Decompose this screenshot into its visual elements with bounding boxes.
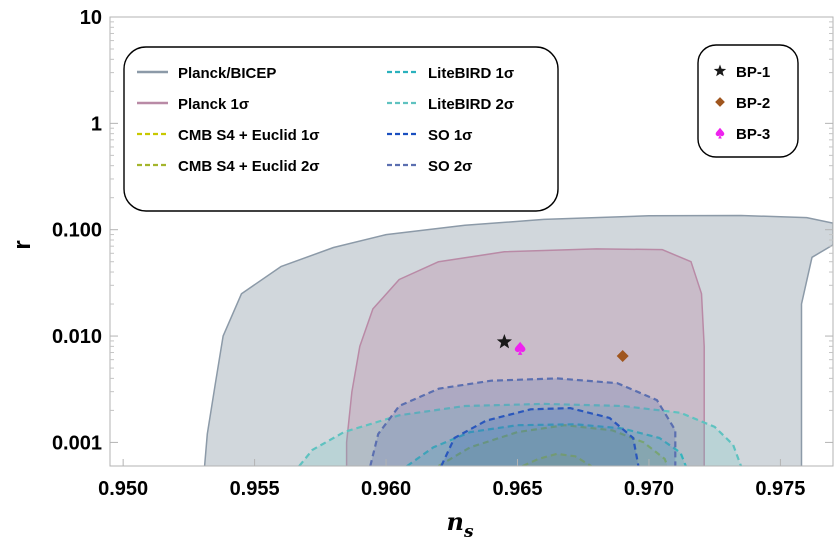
legend-label-litebird-1sigma: LiteBIRD 1σ [428, 65, 514, 82]
x-tick-label: 0.970 [624, 478, 674, 500]
legend-marker-bp-3 [715, 127, 725, 139]
legend-label-bp-2: BP-2 [736, 95, 770, 112]
x-tick-label: 0.960 [361, 478, 411, 500]
y-tick-label: 10 [80, 7, 102, 29]
x-tick-label: 0.955 [230, 478, 280, 500]
region-legend: Planck/BICEP Planck 1σ CMB S4 + Euclid 1σ C… [123, 46, 559, 212]
point-bp-2 [616, 349, 629, 362]
region-planck-1sigma [345, 248, 705, 466]
x-axis-title: ns [446, 507, 473, 540]
y-tick-label: 0.001 [52, 432, 102, 454]
x-tick-label: 0.975 [755, 478, 805, 500]
legend-label-so-1sigma: SO 1σ [428, 127, 472, 144]
legend-label-litebird-2sigma: LiteBIRD 2σ [428, 96, 514, 113]
y-tick-label: 0.100 [52, 220, 102, 242]
legend-marker-bp-1 [713, 64, 727, 77]
x-tick-label: 0.965 [492, 478, 542, 500]
legend-label-planck-bicep: Planck/BICEP [178, 65, 276, 82]
legend-label-planck-1sigma: Planck 1σ [178, 96, 249, 113]
region-planck-bicep [203, 214, 833, 466]
x-axis-title-main: n [446, 507, 463, 536]
x-axis: 0.950 0.955 0.960 0.965 0.970 0.975 [98, 459, 805, 500]
legend-label-so-2sigma: SO 2σ [428, 158, 472, 175]
legend-label-bp-3: BP-3 [736, 126, 770, 143]
legend-label-cmb-s4-euclid-2sigma: CMB S4 + Euclid 2σ [178, 158, 320, 175]
regions-layer [203, 214, 833, 466]
point-bp-3 [514, 341, 526, 355]
legend-label-cmb-s4-euclid-1sigma: CMB S4 + Euclid 1σ [178, 127, 320, 144]
region-so-1sigma [440, 407, 640, 466]
point-bp-1 [496, 334, 512, 349]
points-legend-frame [697, 44, 799, 158]
points-legend: BP-1 BP-2 BP-3 [697, 44, 799, 158]
y-axis: 0.001 0.010 0.100 1 10 [52, 7, 833, 454]
y-tick-label: 0.010 [52, 326, 102, 348]
x-tick-label: 0.950 [98, 478, 148, 500]
points-layer [496, 334, 629, 362]
legend-marker-bp-2 [715, 97, 725, 107]
region-cmb-s4-euclid-2sigma [437, 424, 669, 466]
region-cmb-s4-euclid-1sigma [521, 452, 593, 466]
x-axis-title-sub: s [463, 522, 474, 540]
y-axis-title: r [9, 240, 36, 249]
region-litebird-1sigma [406, 423, 687, 466]
legend-label-bp-1: BP-1 [736, 64, 770, 81]
plot-frame [109, 16, 834, 467]
y-tick-label: 1 [91, 113, 102, 135]
region-litebird-2sigma [298, 402, 743, 466]
region-so-2sigma [369, 377, 677, 466]
region-legend-frame [123, 46, 559, 212]
